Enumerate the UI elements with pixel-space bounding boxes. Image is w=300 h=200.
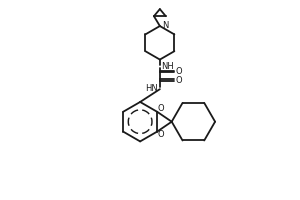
Text: O: O bbox=[158, 130, 164, 139]
Text: N: N bbox=[163, 21, 169, 30]
Text: HN: HN bbox=[146, 84, 158, 93]
Text: O: O bbox=[175, 67, 182, 76]
Text: O: O bbox=[158, 104, 164, 113]
Text: NH: NH bbox=[161, 62, 174, 71]
Text: O: O bbox=[175, 76, 182, 85]
